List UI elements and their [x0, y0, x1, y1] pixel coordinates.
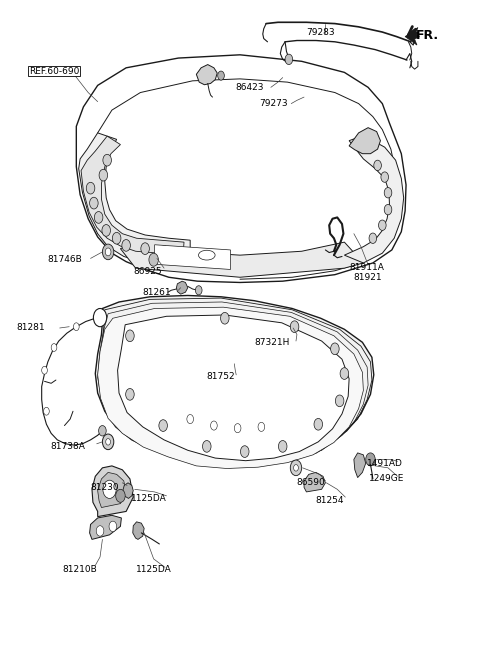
Circle shape [90, 197, 98, 209]
Circle shape [384, 188, 392, 198]
Polygon shape [196, 64, 217, 85]
Circle shape [195, 286, 202, 295]
Circle shape [384, 205, 392, 215]
Text: 86590: 86590 [296, 478, 325, 487]
Text: 81261: 81261 [143, 288, 171, 297]
Text: FR.: FR. [416, 29, 439, 42]
Circle shape [369, 233, 377, 243]
Polygon shape [155, 245, 230, 270]
Text: 87321H: 87321H [254, 338, 289, 347]
Text: 81230: 81230 [91, 483, 119, 492]
Circle shape [211, 421, 217, 430]
Polygon shape [76, 55, 406, 283]
Circle shape [149, 253, 158, 266]
Polygon shape [79, 133, 190, 268]
Circle shape [187, 415, 193, 424]
Polygon shape [344, 138, 404, 263]
Circle shape [73, 323, 79, 331]
Polygon shape [90, 516, 121, 539]
Text: 81210B: 81210B [62, 565, 97, 575]
Circle shape [102, 434, 114, 449]
Polygon shape [96, 295, 374, 464]
Polygon shape [304, 472, 325, 492]
Circle shape [106, 439, 110, 445]
Circle shape [51, 344, 57, 352]
Circle shape [112, 232, 121, 244]
Circle shape [103, 480, 116, 499]
Text: 81738A: 81738A [50, 442, 85, 451]
Circle shape [258, 422, 264, 432]
Circle shape [122, 239, 131, 251]
Text: 81911A: 81911A [349, 263, 384, 272]
Circle shape [331, 343, 339, 355]
Circle shape [381, 172, 388, 182]
Circle shape [102, 224, 110, 236]
Text: 79273: 79273 [259, 99, 288, 108]
Text: 81921: 81921 [354, 273, 383, 282]
Circle shape [99, 169, 108, 181]
Circle shape [340, 367, 348, 379]
Circle shape [290, 460, 301, 476]
Text: 1125DA: 1125DA [131, 494, 167, 503]
Polygon shape [354, 453, 366, 478]
Circle shape [285, 54, 293, 64]
Text: 81746B: 81746B [48, 255, 83, 264]
Polygon shape [120, 242, 363, 277]
Text: REF.60-690: REF.60-690 [29, 66, 79, 75]
Circle shape [336, 395, 344, 407]
Polygon shape [123, 483, 133, 499]
Polygon shape [81, 136, 184, 255]
Text: 86423: 86423 [235, 83, 264, 92]
Circle shape [314, 419, 323, 430]
Circle shape [160, 245, 168, 257]
Circle shape [102, 244, 114, 260]
Text: 81281: 81281 [16, 323, 45, 333]
Circle shape [103, 154, 111, 166]
Circle shape [366, 453, 375, 466]
Text: 1249GE: 1249GE [369, 474, 405, 483]
Text: 79283: 79283 [306, 28, 335, 37]
Polygon shape [405, 28, 420, 45]
Circle shape [98, 426, 106, 436]
Polygon shape [97, 472, 126, 508]
Ellipse shape [199, 251, 215, 260]
Circle shape [126, 330, 134, 342]
Circle shape [94, 308, 107, 327]
Circle shape [126, 388, 134, 400]
Polygon shape [92, 466, 133, 517]
Circle shape [290, 321, 299, 333]
Polygon shape [177, 281, 188, 294]
Circle shape [278, 441, 287, 452]
Text: 86925: 86925 [133, 267, 162, 276]
Circle shape [109, 521, 117, 531]
Polygon shape [349, 128, 381, 154]
Polygon shape [97, 307, 363, 468]
Circle shape [374, 160, 382, 171]
Circle shape [234, 424, 241, 433]
Polygon shape [118, 315, 349, 461]
Circle shape [86, 182, 95, 194]
Text: 81254: 81254 [315, 496, 344, 505]
Circle shape [96, 525, 104, 536]
Circle shape [44, 407, 49, 415]
Circle shape [116, 489, 125, 502]
Polygon shape [133, 522, 144, 539]
Circle shape [379, 220, 386, 230]
Text: 81752: 81752 [207, 373, 235, 381]
Circle shape [42, 367, 48, 374]
Circle shape [218, 71, 224, 80]
Circle shape [141, 243, 149, 255]
Circle shape [105, 248, 111, 256]
Circle shape [220, 312, 229, 324]
Circle shape [95, 212, 103, 223]
Circle shape [159, 420, 168, 432]
Text: REF.60-690: REF.60-690 [29, 66, 79, 75]
Text: 1491AD: 1491AD [367, 459, 403, 468]
Circle shape [294, 464, 299, 471]
Circle shape [203, 441, 211, 452]
Text: 1125DA: 1125DA [136, 565, 171, 575]
Circle shape [240, 445, 249, 457]
